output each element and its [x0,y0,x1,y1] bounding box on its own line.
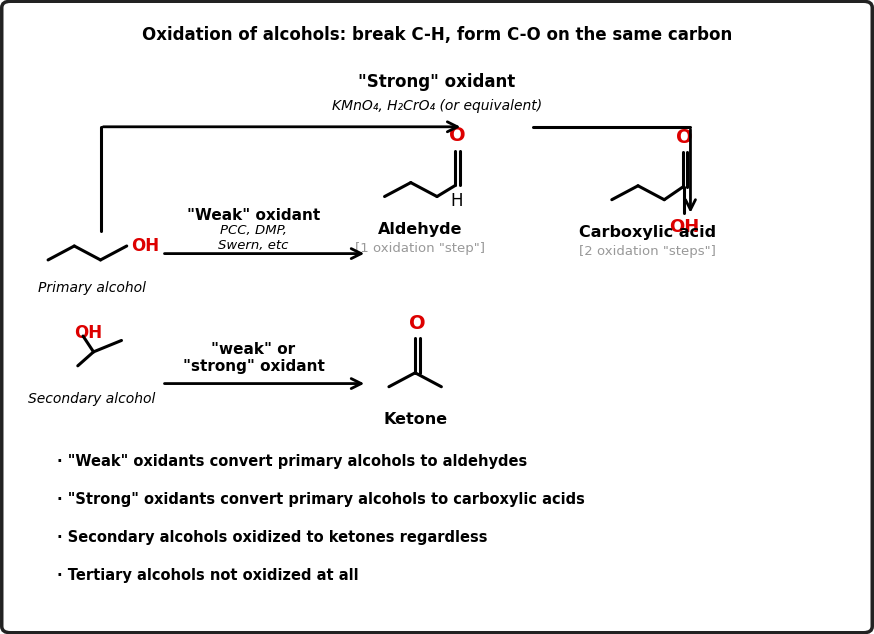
Text: "weak" or
"strong" oxidant: "weak" or "strong" oxidant [183,342,324,375]
Text: Ketone: Ketone [383,412,447,427]
Text: PCC, DMP,
Swern, etc: PCC, DMP, Swern, etc [218,224,288,252]
Text: Aldehyde: Aldehyde [378,222,462,237]
Text: Secondary alcohol: Secondary alcohol [28,392,156,406]
Text: OH: OH [669,217,699,236]
Text: KMnO₄, H₂CrO₄ (or equivalent): KMnO₄, H₂CrO₄ (or equivalent) [332,99,542,113]
Text: Carboxylic acid: Carboxylic acid [579,225,716,240]
Text: · Secondary alcohols oxidized to ketones regardless: · Secondary alcohols oxidized to ketones… [57,530,488,545]
Text: "Strong" oxidant: "Strong" oxidant [358,74,516,91]
Text: Primary alcohol: Primary alcohol [38,281,146,295]
Text: O: O [408,314,426,333]
Text: OH: OH [131,237,159,255]
Text: O: O [676,128,693,147]
Text: "Weak" oxidant: "Weak" oxidant [187,208,320,223]
Text: · "Weak" oxidants convert primary alcohols to aldehydes: · "Weak" oxidants convert primary alcoho… [57,454,527,469]
Text: [2 oxidation "steps"]: [2 oxidation "steps"] [579,245,716,259]
Text: · "Strong" oxidants convert primary alcohols to carboxylic acids: · "Strong" oxidants convert primary alco… [57,492,585,507]
Text: [1 oxidation "step"]: [1 oxidation "step"] [355,242,485,256]
Text: O: O [448,126,466,145]
Text: Oxidation of alcohols: break C-H, form C-O on the same carbon: Oxidation of alcohols: break C-H, form C… [142,26,732,44]
Text: H: H [451,191,463,210]
Text: · Tertiary alcohols not oxidized at all: · Tertiary alcohols not oxidized at all [57,568,358,583]
Text: OH: OH [74,324,102,342]
